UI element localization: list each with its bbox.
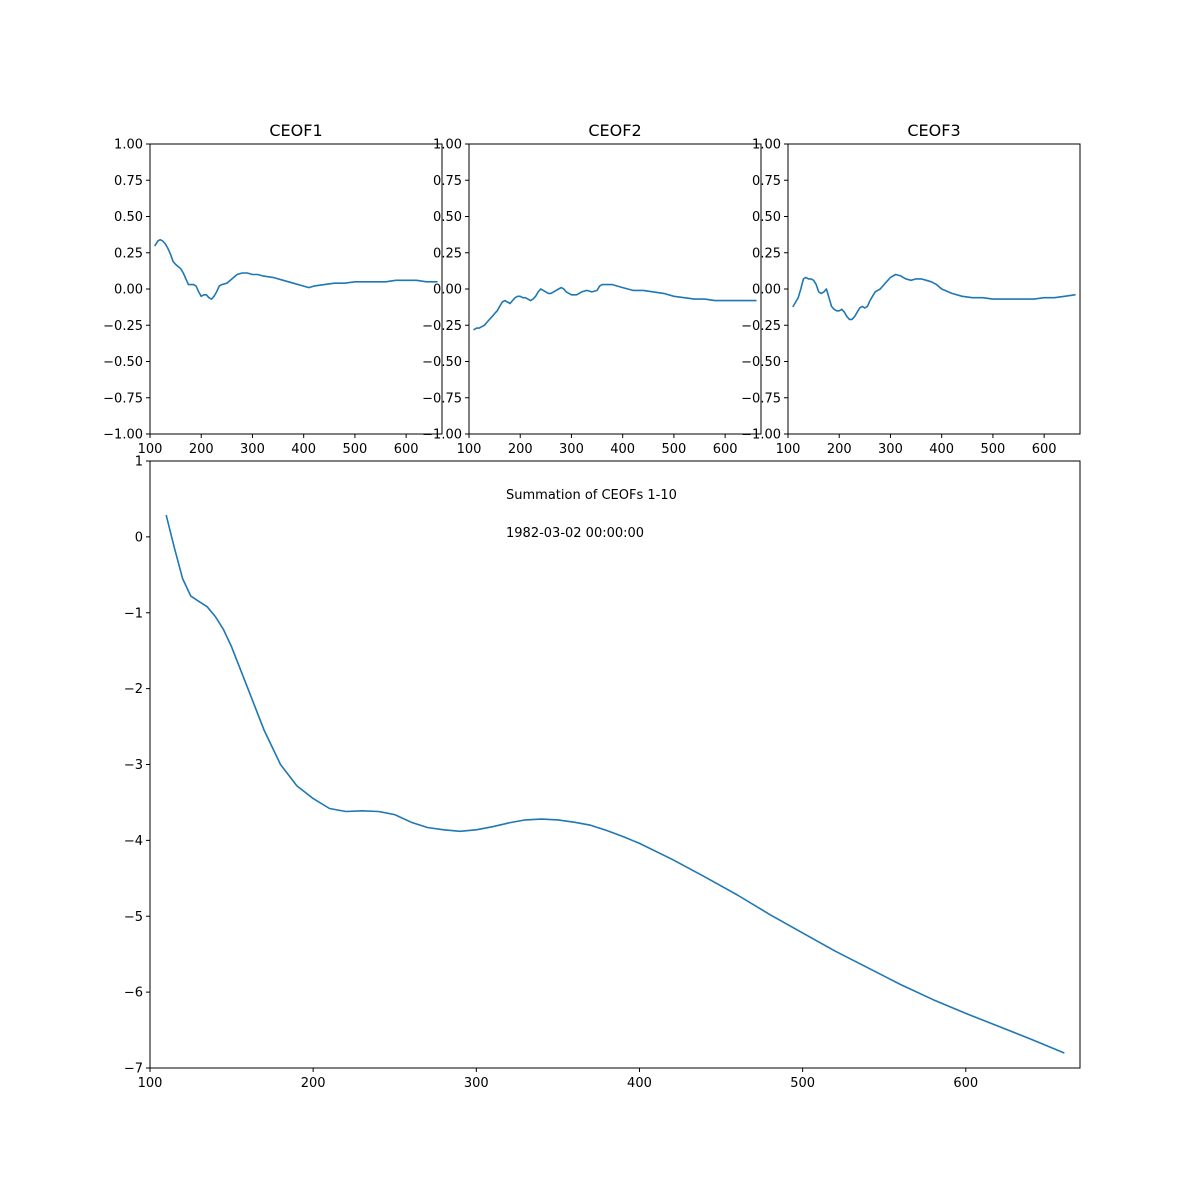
panel-title: CEOF3 — [907, 121, 960, 140]
y-tick-label: −4 — [124, 834, 143, 849]
timestamp-label: 1982-03-02 00:00:00 — [506, 526, 644, 541]
y-tick-label: 0.75 — [433, 174, 462, 189]
x-tick-label: 300 — [878, 442, 903, 457]
x-tick-label: 500 — [980, 442, 1005, 457]
y-tick-label: −1.00 — [741, 428, 781, 443]
y-tick-label: 0.50 — [752, 210, 781, 225]
y-tick-label: −0.75 — [741, 391, 781, 406]
panel-ceof3: CEOF3 −1.00 −0.75 −0.50 −0.25 0.00 0.25 0.50 0.… — [741, 121, 1081, 457]
y-tick-label: 1.00 — [433, 138, 462, 153]
y-tick-label: 1 — [135, 455, 143, 470]
axes-frame — [149, 143, 443, 435]
y-tick-label: 0.25 — [114, 246, 143, 261]
x-tick-label: 400 — [627, 1076, 652, 1091]
axes-frame — [787, 143, 1081, 435]
y-tick-label: 1.00 — [752, 138, 781, 153]
y-tick-labels: −1.00 −0.75 −0.50 −0.25 0.00 0.25 0.50 0.75 1.00 — [422, 138, 469, 443]
x-tick-label: 400 — [929, 442, 954, 457]
x-tick-label: 100 — [457, 442, 482, 457]
y-tick-label: 1.00 — [114, 138, 143, 153]
y-tick-label: 0 — [135, 530, 143, 545]
y-tick-label: −0.50 — [422, 355, 462, 370]
x-tick-label: 600 — [713, 442, 738, 457]
x-tick-labels: 100 200 300 400 500 600 — [138, 1068, 978, 1091]
x-tick-label: 300 — [559, 442, 584, 457]
x-tick-label: 100 — [776, 442, 801, 457]
x-tick-label: 200 — [827, 442, 852, 457]
y-tick-label: −0.50 — [741, 355, 781, 370]
y-tick-label: −3 — [124, 758, 143, 773]
y-tick-label: 0.00 — [433, 283, 462, 298]
x-tick-label: 200 — [189, 442, 214, 457]
y-tick-label: −0.25 — [741, 319, 781, 334]
panel-ceof2: CEOF2 −1.00 −0.75 −0.50 −0.25 0.00 0.25 0.50 0.… — [422, 121, 762, 457]
x-tick-label: 400 — [291, 442, 316, 457]
panel-title: CEOF2 — [588, 121, 641, 140]
x-tick-label: 600 — [1032, 442, 1057, 457]
y-tick-label: −7 — [124, 1062, 143, 1077]
y-tick-label: 0.75 — [114, 174, 143, 189]
x-tick-labels: 100 200 300 400 500 600 — [138, 434, 419, 457]
series-line — [154, 238, 438, 300]
x-tick-labels: 100 200 300 400 500 600 — [776, 434, 1057, 457]
axes-frame — [149, 460, 1081, 1069]
axes-frame — [468, 143, 762, 435]
x-tick-label: 200 — [301, 1076, 326, 1091]
series-line — [792, 273, 1076, 321]
y-tick-label: 0.50 — [433, 210, 462, 225]
panel-title: CEOF1 — [269, 121, 322, 140]
y-tick-label: −0.25 — [422, 319, 462, 334]
x-tick-labels: 100 200 300 400 500 600 — [457, 434, 738, 457]
x-tick-label: 500 — [342, 442, 367, 457]
y-tick-label: −1.00 — [103, 428, 143, 443]
series-line — [473, 283, 757, 331]
y-tick-label: −0.25 — [103, 319, 143, 334]
y-tick-labels: −1.00 −0.75 −0.50 −0.25 0.00 0.25 0.50 0.75 1.00 — [741, 138, 788, 443]
y-tick-labels: −7 −6 −5 −4 −3 −2 −1 0 1 — [124, 455, 150, 1077]
x-tick-label: 300 — [464, 1076, 489, 1091]
y-tick-label: 0.00 — [752, 283, 781, 298]
x-tick-label: 500 — [661, 442, 686, 457]
x-tick-label: 100 — [138, 1076, 163, 1091]
y-tick-label: −2 — [124, 682, 143, 697]
x-tick-label: 100 — [138, 442, 163, 457]
y-tick-label: −0.75 — [422, 391, 462, 406]
y-tick-label: −5 — [124, 910, 143, 925]
y-tick-label: −0.75 — [103, 391, 143, 406]
x-tick-label: 600 — [953, 1076, 978, 1091]
y-tick-label: 0.25 — [433, 246, 462, 261]
y-tick-labels: −1.00 −0.75 −0.50 −0.25 0.00 0.25 0.50 0.75 1.00 — [103, 138, 150, 443]
x-tick-label: 600 — [394, 442, 419, 457]
y-tick-label: −1.00 — [422, 428, 462, 443]
y-tick-label: −6 — [124, 986, 143, 1001]
y-tick-label: 0.50 — [114, 210, 143, 225]
series-line — [165, 514, 1065, 1054]
x-tick-label: 400 — [610, 442, 635, 457]
summation-label: Summation of CEOFs 1-10 — [506, 488, 677, 503]
panel-summation: −7 −6 −5 −4 −3 −2 −1 0 1 100 200 300 400 500 600 Summ… — [124, 455, 1081, 1091]
x-tick-label: 300 — [240, 442, 265, 457]
x-tick-label: 200 — [508, 442, 533, 457]
panel-ceof1: CEOF1 −1.00 −0.75 −0.50 −0.25 0.00 0.25 0.50 0.… — [103, 121, 443, 457]
y-tick-label: 0.00 — [114, 283, 143, 298]
y-tick-label: 0.75 — [752, 174, 781, 189]
y-tick-label: −1 — [124, 606, 143, 621]
x-tick-label: 500 — [790, 1076, 815, 1091]
y-tick-label: 0.25 — [752, 246, 781, 261]
y-tick-label: −0.50 — [103, 355, 143, 370]
